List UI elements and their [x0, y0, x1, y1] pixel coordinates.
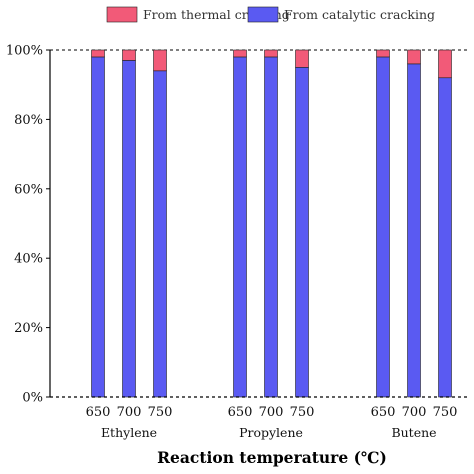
bar-catalytic-propylene-750: [295, 67, 309, 398]
x-tick-label: 650: [228, 405, 253, 420]
group-label-ethylene: Ethylene: [101, 425, 157, 440]
bar-thermal-ethylene-650: [91, 49, 105, 58]
y-tick-labels: 0% 20% 40% 60% 80% 100%: [6, 44, 50, 406]
bar-thermal-butene-700: [407, 49, 421, 65]
group-label-butene: Butene: [391, 425, 436, 440]
bar-thermal-propylene-700: [264, 49, 278, 58]
bar-catalytic-propylene-650: [233, 56, 247, 398]
x-tick-label: 750: [433, 405, 458, 420]
y-tick-label: 80%: [14, 113, 43, 128]
bar-catalytic-ethylene-700: [122, 60, 136, 398]
bar-catalytic-butene-700: [407, 63, 421, 398]
legend-label-catalytic: From catalytic cracking: [284, 7, 435, 22]
y-tick-label: 0%: [22, 391, 43, 406]
x-axis-title: Reaction temperature (℃): [157, 448, 387, 467]
x-tick-label: 750: [148, 405, 173, 420]
bar-thermal-propylene-750: [295, 49, 309, 68]
bar-catalytic-butene-650: [376, 56, 390, 398]
bar-catalytic-propylene-700: [264, 56, 278, 398]
bar-thermal-ethylene-700: [122, 49, 136, 61]
x-tick-label: 700: [117, 405, 142, 420]
x-tick-label: 700: [402, 405, 427, 420]
group-label-propylene: Propylene: [239, 425, 303, 440]
y-tick-label: 20%: [14, 321, 43, 336]
bar-thermal-butene-750: [438, 49, 452, 79]
group-labels: Ethylene Propylene Butene: [101, 425, 437, 440]
bar-thermal-butene-650: [376, 49, 390, 58]
x-tick-label: 750: [290, 405, 315, 420]
x-tick-label: 700: [259, 405, 284, 420]
axes: [49, 50, 470, 398]
x-tick-label: 650: [86, 405, 111, 420]
y-tick-label: 100%: [6, 44, 43, 59]
legend-swatch-thermal: [106, 6, 138, 23]
x-tick-label: 650: [371, 405, 396, 420]
bar-thermal-ethylene-750: [153, 49, 167, 72]
bar-catalytic-butene-750: [438, 77, 452, 398]
x-tick-labels: 650 700 750 650 700 750 650 700 750: [86, 405, 458, 420]
bar-catalytic-ethylene-650: [91, 56, 105, 398]
y-tick-label: 40%: [14, 252, 43, 267]
legend-swatch-catalytic: [247, 6, 279, 23]
bar-catalytic-ethylene-750: [153, 70, 167, 398]
y-tick-label: 60%: [14, 182, 43, 197]
bar-thermal-propylene-650: [233, 49, 247, 58]
bars: [91, 49, 452, 398]
